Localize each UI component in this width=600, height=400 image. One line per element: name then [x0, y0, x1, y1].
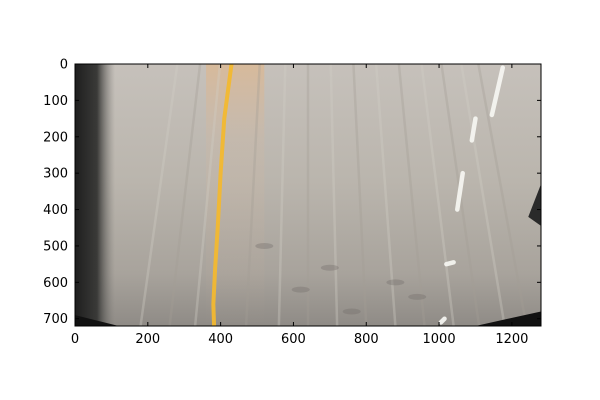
plot-area [75, 64, 541, 326]
white-dash [444, 260, 456, 267]
y-tick-label: 300 [43, 167, 68, 182]
texture-streak [244, 64, 261, 326]
white-dash [438, 316, 447, 325]
road-blemish [291, 286, 310, 293]
white-lane-markings [438, 65, 506, 325]
x-tick-label: 0 [71, 332, 79, 347]
texture-streak [277, 64, 287, 326]
road-blemish [408, 293, 427, 300]
texture-streak [193, 64, 222, 326]
road-blemish [386, 279, 405, 286]
x-axis: 0 200 400 600 800 1000 1200 [71, 64, 528, 347]
texture-streak [168, 64, 202, 326]
y-tick-label: 600 [43, 276, 68, 291]
texture-streak [420, 64, 455, 326]
road-surface [75, 64, 541, 326]
yellow-lane-line [211, 64, 234, 326]
road-blemish [342, 308, 361, 315]
texture-streak [329, 64, 339, 326]
left-dark-border [75, 64, 116, 326]
y-axis: 0 100 200 300 400 500 600 700 [43, 58, 541, 327]
right-dark-notch [528, 184, 541, 226]
texture-streak [397, 64, 426, 326]
texture-streak [460, 64, 506, 326]
texture-streak [477, 64, 528, 326]
x-tick-label: 200 [135, 332, 160, 347]
y-tick-label: 400 [43, 203, 68, 218]
road-blemish [255, 242, 274, 249]
texture-streak [139, 64, 179, 326]
y-tick-label: 200 [43, 130, 68, 145]
axes-frame [74, 63, 542, 327]
texture-streak [374, 64, 397, 326]
white-dash [455, 170, 465, 212]
bottom-right-dark-corner [475, 311, 541, 326]
x-tick-label: 1000 [423, 332, 456, 347]
bottom-left-dark-corner [75, 315, 119, 326]
x-tick-label: 400 [208, 332, 233, 347]
x-tick-label: 1200 [495, 332, 528, 347]
x-tick-label: 600 [281, 332, 306, 347]
y-tick-label: 700 [43, 312, 68, 327]
x-tick-label: 800 [354, 332, 379, 347]
texture-streak [352, 64, 368, 326]
y-tick-label: 0 [60, 58, 68, 73]
white-dash [489, 65, 506, 118]
white-dash [469, 116, 478, 143]
road-blemish [320, 264, 339, 271]
y-tick-label: 500 [43, 239, 68, 254]
y-tick-label: 100 [43, 94, 68, 109]
